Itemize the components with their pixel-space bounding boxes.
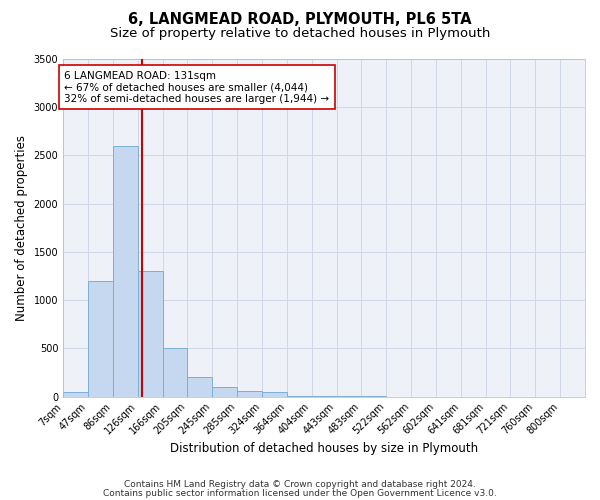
Bar (262, 392, 287, 396)
Bar (237, 391, 262, 396)
Text: 6, LANGMEAD ROAD, PLYMOUTH, PL6 5TA: 6, LANGMEAD ROAD, PLYMOUTH, PL6 5TA (128, 12, 472, 28)
Bar (187, 378, 212, 396)
Text: Contains HM Land Registry data © Crown copyright and database right 2024.: Contains HM Land Registry data © Crown c… (124, 480, 476, 489)
Bar (138, 271, 163, 396)
Bar (88, 281, 113, 396)
Text: Size of property relative to detached houses in Plymouth: Size of property relative to detached ho… (110, 28, 490, 40)
Bar (163, 348, 187, 397)
Bar (63, 392, 88, 396)
X-axis label: Distribution of detached houses by size in Plymouth: Distribution of detached houses by size … (170, 442, 478, 455)
Bar (212, 387, 237, 396)
Text: 6 LANGMEAD ROAD: 131sqm
← 67% of detached houses are smaller (4,044)
32% of semi: 6 LANGMEAD ROAD: 131sqm ← 67% of detache… (64, 70, 329, 104)
Y-axis label: Number of detached properties: Number of detached properties (15, 135, 28, 321)
Text: Contains public sector information licensed under the Open Government Licence v3: Contains public sector information licen… (103, 488, 497, 498)
Bar (113, 146, 138, 397)
